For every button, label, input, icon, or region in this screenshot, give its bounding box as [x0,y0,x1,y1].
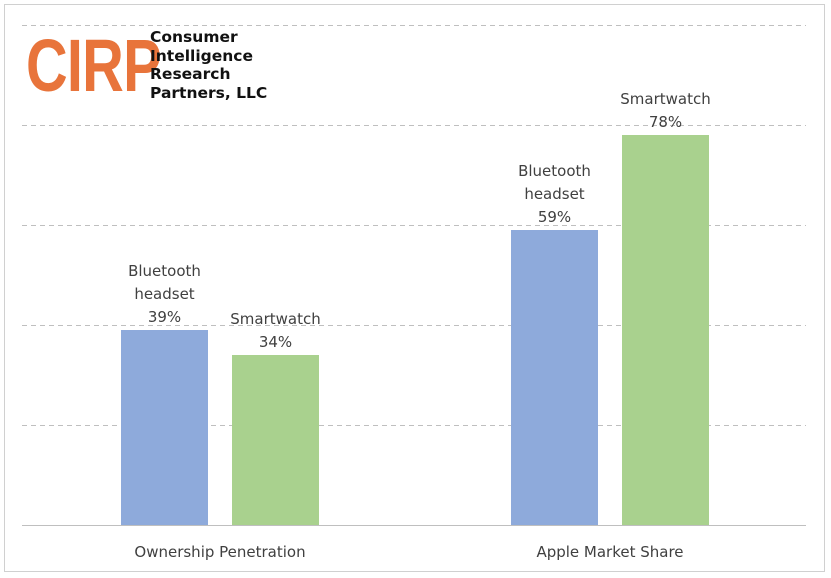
logo-line-2: Intelligence [150,46,254,65]
bar-smartwatch-0 [232,355,319,525]
data-label-smartwatch-1-0: Smartwatch [620,90,710,108]
bar-bluetooth-1 [511,230,598,525]
category-label-1: Apple Market Share [536,543,683,561]
logo-line-4: Partners, LLC [150,83,268,102]
data-label-bluetooth-1-1: headset [524,185,584,203]
data-label-smartwatch-1-1: 78% [649,113,682,131]
category-label-0: Ownership Penetration [134,543,305,561]
data-label-smartwatch-0-0: Smartwatch [230,310,320,328]
data-label-smartwatch-0-1: 34% [259,333,292,351]
logo-line-1: Consumer [150,28,238,46]
bar-smartwatch-1 [622,135,709,525]
data-label-bluetooth-0-0: Bluetooth [128,262,201,280]
data-label-bluetooth-0-2: 39% [148,308,181,326]
logo-mark: CIRP [26,24,162,107]
logo-line-3: Research [150,65,231,83]
logo-company-name: Consumer Intelligence Research Partners,… [150,28,267,102]
data-label-bluetooth-0-1: headset [134,285,194,303]
bar-bluetooth-0 [121,330,208,525]
data-label-bluetooth-1-0: Bluetooth [518,162,591,180]
data-label-bluetooth-1-2: 59% [538,208,571,226]
